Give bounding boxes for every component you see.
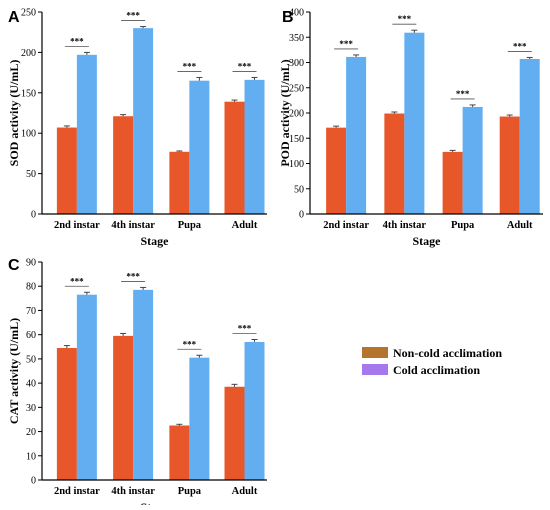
- y-tick-label: 30: [26, 403, 36, 414]
- bar-non-cold-3: [169, 425, 190, 480]
- bar-non-cold-4: [499, 116, 520, 214]
- bar-cold-4: [519, 58, 540, 215]
- y-tick-label: 40: [26, 379, 36, 390]
- y-tick-label: 400: [289, 8, 304, 19]
- y-tick-label: 150: [289, 134, 304, 145]
- bar-non-cold-2: [113, 335, 134, 480]
- bar-cold-3: [462, 106, 483, 214]
- legend-swatch-1: [362, 347, 388, 358]
- significance-label: ***: [513, 41, 527, 51]
- x-tick-label: 2nd instar: [54, 220, 100, 231]
- significance-label: ***: [126, 271, 140, 281]
- significance-label: ***: [456, 89, 470, 99]
- x-tick-label: Pupa: [451, 220, 475, 231]
- x-axis-title: Stage: [141, 500, 170, 505]
- y-tick-label: 50: [294, 184, 304, 195]
- bar-non-cold-1: [326, 127, 347, 214]
- y-tick-label: 250: [21, 8, 36, 19]
- legend: Non-cold acclimation Cold acclimation: [362, 346, 502, 377]
- bar-cold-2: [404, 32, 425, 214]
- panel-letter: A: [8, 9, 20, 26]
- y-tick-label: 80: [26, 282, 36, 293]
- bar-cold-2: [133, 28, 154, 214]
- x-axis-title: Stage: [413, 234, 442, 248]
- bar-cold-1: [76, 54, 97, 214]
- y-tick-label: 350: [289, 33, 304, 44]
- bar-cold-3: [189, 80, 210, 215]
- x-tick-label: 2nd instar: [323, 220, 369, 231]
- bar-cold-3: [189, 357, 210, 480]
- panel-letter: B: [282, 9, 294, 26]
- y-tick-label: 300: [289, 58, 304, 69]
- x-tick-label: 4th instar: [383, 220, 427, 231]
- bar-cold-4: [244, 79, 265, 214]
- y-tick-label: 50: [26, 169, 36, 180]
- bar-non-cold-1: [56, 127, 77, 214]
- bar-cold-2: [133, 289, 154, 480]
- bar-non-cold-3: [169, 151, 190, 214]
- panel-letter: C: [8, 257, 20, 274]
- y-axis-title: POD activity (U/mL): [278, 59, 292, 166]
- significance-label: ***: [339, 39, 353, 49]
- x-tick-label: 4th instar: [111, 486, 155, 497]
- bar-non-cold-2: [384, 113, 405, 214]
- y-tick-label: 100: [21, 129, 36, 140]
- significance-label: ***: [183, 339, 197, 349]
- y-tick-label: 70: [26, 306, 36, 317]
- y-tick-label: 10: [26, 451, 36, 462]
- significance-label: ***: [70, 36, 84, 46]
- significance-label: ***: [238, 324, 252, 334]
- y-tick-label: 200: [289, 109, 304, 120]
- bar-non-cold-3: [442, 151, 463, 214]
- significance-label: ***: [70, 276, 84, 286]
- x-tick-label: Pupa: [178, 220, 202, 231]
- x-axis-title: Stage: [141, 234, 170, 248]
- y-tick-label: 250: [289, 83, 304, 94]
- y-tick-label: 100: [289, 159, 304, 170]
- panel-sod: A *** 2nd instar *** 4th instar *** Pupa *** Adu…: [7, 8, 267, 248]
- significance-label: ***: [126, 11, 140, 21]
- bar-non-cold-4: [224, 386, 245, 480]
- y-tick-label: 50: [26, 354, 36, 365]
- bar-non-cold-2: [113, 116, 134, 214]
- x-tick-label: Adult: [232, 486, 258, 497]
- y-tick-label: 90: [26, 258, 36, 269]
- x-tick-label: Pupa: [178, 486, 202, 497]
- legend-label-1: Non-cold acclimation: [393, 346, 502, 360]
- y-tick-label: 0: [31, 210, 36, 221]
- panel-pod: B *** 2nd instar *** 4th instar *** Pupa *** Adu…: [278, 8, 543, 248]
- bar-cold-1: [346, 56, 367, 214]
- significance-label: ***: [238, 61, 252, 71]
- y-tick-label: 150: [21, 88, 36, 99]
- y-tick-label: 0: [31, 476, 36, 487]
- panel-cat: C *** 2nd instar *** 4th instar *** Pupa *** Adu…: [7, 257, 267, 510]
- legend-label-2: Cold acclimation: [393, 363, 480, 377]
- x-tick-label: 4th instar: [111, 220, 155, 231]
- x-tick-label: 2nd instar: [54, 486, 100, 497]
- y-tick-label: 0: [299, 210, 304, 221]
- x-tick-label: Adult: [507, 220, 533, 231]
- y-tick-label: 20: [26, 427, 36, 438]
- bar-non-cold-4: [224, 101, 245, 214]
- y-tick-label: 200: [21, 48, 36, 59]
- bar-cold-4: [244, 341, 265, 480]
- bar-non-cold-1: [56, 347, 77, 480]
- x-tick-label: Adult: [232, 220, 258, 231]
- legend-swatch-2: [362, 364, 388, 375]
- significance-label: ***: [398, 14, 412, 24]
- y-axis-title: CAT activity (U/mL): [7, 318, 21, 424]
- bar-cold-1: [76, 294, 97, 480]
- significance-label: ***: [183, 61, 197, 71]
- y-tick-label: 60: [26, 330, 36, 341]
- y-axis-title: SOD activity (U/mL): [7, 60, 21, 167]
